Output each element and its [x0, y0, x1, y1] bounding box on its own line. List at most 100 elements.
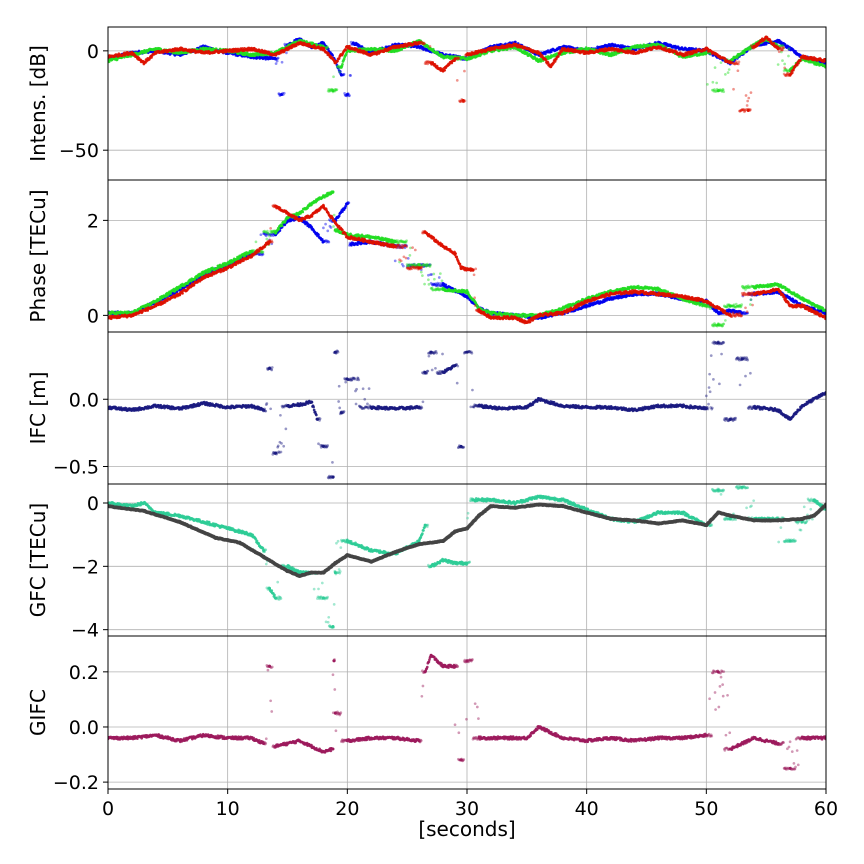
data-point [327, 88, 331, 91]
data-point [740, 108, 744, 111]
data-point [420, 40, 424, 44]
data-point [431, 282, 435, 286]
data-point [493, 48, 497, 51]
data-point [735, 56, 739, 59]
data-point [439, 284, 443, 287]
data-point [780, 48, 783, 52]
data-point [444, 283, 448, 287]
data-point [558, 52, 562, 56]
data-point [776, 47, 780, 51]
data-point [461, 99, 465, 103]
data-point [441, 69, 445, 73]
data-point [436, 283, 440, 286]
data-point [317, 233, 320, 237]
data-point [731, 58, 735, 61]
data-point [338, 70, 342, 74]
data-point [349, 74, 352, 77]
data-point [326, 229, 330, 233]
data-point [439, 284, 442, 288]
data-point [369, 47, 373, 51]
data-point [489, 47, 493, 51]
data-point [741, 108, 745, 112]
series-layer [108, 35, 826, 114]
data-point [348, 44, 351, 48]
data-point [421, 42, 424, 45]
data-point [429, 273, 432, 276]
data-point [743, 110, 746, 114]
data-point [265, 232, 269, 236]
data-point [422, 265, 425, 268]
data-point [425, 60, 429, 63]
data-point [343, 93, 347, 97]
data-point [399, 245, 403, 249]
data-point [723, 57, 727, 60]
data-point [417, 41, 421, 45]
data-point [783, 66, 787, 70]
data-point [264, 57, 268, 61]
y-axis-label: Intens. [dB] [26, 45, 50, 162]
data-point [733, 62, 737, 66]
data-point [790, 71, 794, 75]
data-point [409, 264, 413, 268]
data-point [458, 99, 461, 103]
data-point [297, 41, 301, 45]
data-point [784, 68, 788, 72]
data-point [734, 61, 738, 65]
data-point [732, 87, 735, 91]
data-point [570, 47, 574, 51]
data-point [741, 108, 745, 112]
y-tick-label: 0 [87, 305, 99, 327]
data-point [285, 51, 288, 55]
data-point [202, 47, 206, 51]
data-point [431, 283, 435, 287]
data-point [721, 88, 725, 91]
data-point [325, 239, 329, 243]
series-layer [108, 190, 826, 328]
data-point [764, 42, 768, 46]
data-point [726, 71, 730, 74]
data-point [607, 51, 610, 55]
data-point [425, 264, 429, 268]
data-point [778, 47, 782, 50]
data-point [585, 51, 589, 55]
data-point [257, 252, 261, 256]
data-point [716, 89, 720, 93]
data-point [258, 253, 262, 257]
data-point [267, 233, 271, 236]
data-point [796, 62, 800, 65]
data-point [744, 94, 748, 97]
data-point [277, 92, 281, 96]
data-point [424, 60, 428, 64]
data-point [549, 65, 553, 69]
data-point [785, 73, 789, 76]
data-point [421, 262, 425, 266]
data-point [704, 47, 708, 51]
data-point [781, 48, 784, 52]
data-point [733, 62, 736, 66]
data-point [272, 234, 275, 237]
data-point [321, 41, 325, 45]
data-point [402, 264, 405, 268]
data-point [332, 75, 335, 79]
data-point [250, 53, 254, 57]
data-point [734, 60, 738, 63]
data-point [822, 60, 826, 64]
data-point [434, 284, 438, 288]
data-point [426, 263, 430, 267]
data-point [781, 59, 784, 62]
data-point [735, 62, 739, 66]
data-point [750, 45, 754, 49]
data-point [375, 53, 379, 56]
data-point [430, 283, 434, 286]
data-point [432, 283, 436, 286]
data-point [261, 252, 265, 256]
data-point [399, 245, 402, 249]
data-point [609, 47, 613, 51]
data-point [398, 244, 401, 247]
data-point [396, 246, 399, 249]
data-point [526, 51, 529, 55]
data-point [270, 242, 274, 246]
data-point [778, 44, 782, 48]
data-point [429, 281, 433, 285]
